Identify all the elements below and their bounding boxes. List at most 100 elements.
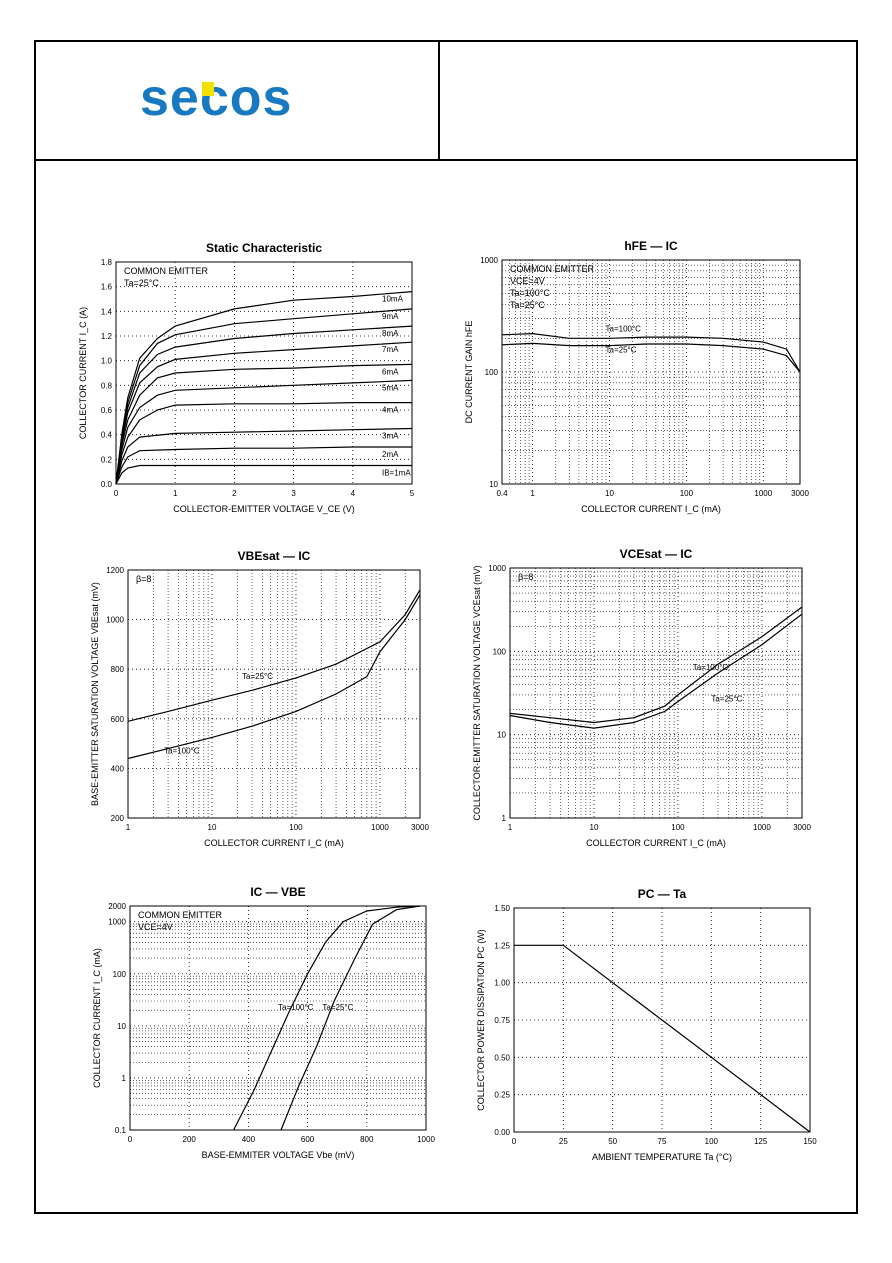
chart-title: IC — VBE <box>250 885 305 899</box>
series-line <box>127 594 421 760</box>
series-line <box>115 379 413 485</box>
x-tick-label: 10 <box>605 489 614 498</box>
annotation-text: COMMON EMITTER <box>138 910 222 920</box>
y-axis-label: DC CURRENT GAIN hFE <box>464 321 474 424</box>
y-tick-label: 10 <box>497 731 506 740</box>
y-tick-label: 1.2 <box>101 332 113 341</box>
x-tick-label: 1000 <box>417 1135 435 1144</box>
chart-title: VBEsat — IC <box>238 549 311 563</box>
y-tick-label: 1 <box>502 814 507 823</box>
series-line <box>115 402 412 485</box>
series-label: 9mA <box>382 312 399 321</box>
y-tick-label: 100 <box>485 368 499 377</box>
x-axis-label: COLLECTOR-EMITTER VOLTAGE V_CE (V) <box>173 504 355 514</box>
x-tick-label: 0.4 <box>496 489 508 498</box>
x-tick-label: 4 <box>351 489 356 498</box>
series-label: Ta=25°C <box>322 1003 353 1012</box>
y-tick-label: 1.50 <box>494 904 510 913</box>
y-tick-label: 1000 <box>488 564 506 573</box>
series-line <box>514 944 811 1133</box>
y-tick-label: 600 <box>111 715 125 724</box>
y-axis-label: COLLECTOR CURRENT I_C (mA) <box>92 948 102 1088</box>
series-line <box>509 613 803 729</box>
y-axis-label: COLLECTOR POWER DISSIPATION PC (W) <box>476 929 486 1111</box>
x-axis-label: BASE-EMMITER VOLTAGE Vbe (mV) <box>202 1150 355 1160</box>
x-tick-label: 3 <box>291 489 296 498</box>
page-frame <box>34 40 858 1214</box>
series-label: Ta=25°C <box>606 345 637 354</box>
y-tick-label: 0.75 <box>494 1016 510 1025</box>
series-line <box>280 905 421 1131</box>
series-line <box>115 427 413 485</box>
annotation-text: Ta=25°C <box>510 300 545 310</box>
annotation-text: β=8 <box>518 572 533 582</box>
plot-frame <box>127 569 421 819</box>
series-line <box>115 308 413 485</box>
annotation-text: COMMON EMITTER <box>124 266 208 276</box>
series-label: 2mA <box>382 450 399 459</box>
y-tick-label: 0.2 <box>101 455 113 464</box>
plot-frame <box>115 261 413 485</box>
y-tick-label: 10 <box>489 480 498 489</box>
y-tick-label: 10 <box>117 1022 126 1031</box>
series-label: 7mA <box>382 345 399 354</box>
y-tick-label: 1200 <box>106 566 124 575</box>
y-tick-label: 0.25 <box>494 1091 510 1100</box>
y-tick-label: 1.8 <box>101 258 113 267</box>
y-tick-label: 1000 <box>480 256 498 265</box>
series-label: 3mA <box>382 432 399 441</box>
chart-vcesat-vs-ic: VCEsat — IC 1 10 100 1000 3000 1 10 100 1000 COLLE… <box>472 547 811 848</box>
annotation-text: VCE=4V <box>510 276 545 286</box>
x-tick-label: 1 <box>530 489 535 498</box>
series-label: 8mA <box>382 329 399 338</box>
x-tick-label: 150 <box>803 1137 817 1146</box>
svg-text:secos: secos <box>140 70 292 127</box>
series-line <box>115 291 413 485</box>
x-tick-label: 3000 <box>793 823 811 832</box>
x-tick-label: 0 <box>512 1137 517 1146</box>
y-tick-label: 1.4 <box>101 307 113 316</box>
y-tick-label: 0.1 <box>115 1126 127 1135</box>
series-label: 4mA <box>382 406 399 415</box>
x-tick-label: 1 <box>126 823 131 832</box>
annotation-text: Ta=100°C <box>510 288 550 298</box>
chart-hfe-vs-ic: hFE — IC 0.4 1 10 100 1000 3000 10 100 1000 COLLEC… <box>464 239 809 514</box>
series-label: Ta=100°C <box>693 663 729 672</box>
y-tick-label: 1 <box>122 1074 127 1083</box>
x-tick-label: 125 <box>754 1137 768 1146</box>
y-tick-label: 100 <box>493 647 507 656</box>
series-line <box>115 464 412 485</box>
chart-vbesat-vs-ic: VBEsat — IC 1 10 100 1000 3000 200 400 600 800 100… <box>90 549 429 848</box>
chart-title: hFE — IC <box>624 239 678 253</box>
x-tick-label: 1 <box>173 489 178 498</box>
annotation-text: Ta=25°C <box>124 278 159 288</box>
y-tick-label: 1.0 <box>101 357 113 366</box>
y-tick-label: 400 <box>111 764 125 773</box>
x-tick-label: 3000 <box>791 489 809 498</box>
x-tick-label: 600 <box>301 1135 315 1144</box>
annotation-text: β=8 <box>136 574 151 584</box>
series-label: Ta=25°C <box>242 672 273 681</box>
series-label: Ta=25°C <box>711 695 742 704</box>
series-label: Ta=100°C <box>606 324 642 333</box>
y-tick-label: 0.50 <box>494 1053 510 1062</box>
chart-title: PC — Ta <box>638 887 687 901</box>
series-label: 5mA <box>382 383 399 392</box>
y-tick-label: 1.25 <box>494 941 510 950</box>
x-tick-label: 1000 <box>754 489 772 498</box>
y-tick-label: 0.4 <box>101 431 113 440</box>
x-tick-label: 10 <box>590 823 599 832</box>
y-tick-label: 0.00 <box>494 1128 510 1137</box>
y-tick-label: 200 <box>111 814 125 823</box>
x-tick-label: 0 <box>128 1135 133 1144</box>
x-tick-label: 800 <box>360 1135 374 1144</box>
y-tick-label: 0.0 <box>101 480 113 489</box>
annotation-text: COMMON EMITTER <box>510 264 594 274</box>
plot-frame <box>129 905 427 1131</box>
series-line <box>233 905 421 1131</box>
x-tick-label: 10 <box>208 823 217 832</box>
plot-frame <box>509 567 803 819</box>
chart-pc-vs-ta: PC — Ta 0 25 50 75 100 125 150 0.00 0.25 0.50 0.75 1… <box>476 887 817 1162</box>
series-line <box>115 363 413 485</box>
series-label: 10mA <box>382 295 404 304</box>
